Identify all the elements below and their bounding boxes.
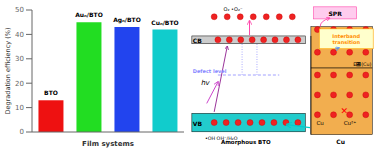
svg-text:CB: CB xyxy=(193,36,202,43)
svg-text:Cu: Cu xyxy=(317,120,324,126)
svg-text:Cu: Cu xyxy=(336,138,345,145)
svg-text:10: 10 xyxy=(15,104,24,112)
svg-text:Amorphous BTO: Amorphous BTO xyxy=(221,139,271,146)
svg-text:0: 0 xyxy=(20,128,24,136)
svg-text:Interbandtransition: Interbandtransition xyxy=(332,33,360,45)
svg-text:•OH OH⁻/H₂O: •OH OH⁻/H₂O xyxy=(204,135,238,141)
svg-text:Agₙ/BTO: Agₙ/BTO xyxy=(113,16,141,24)
svg-text:✕: ✕ xyxy=(341,106,349,116)
svg-text:30: 30 xyxy=(15,55,24,63)
svg-text:Degradation efficiency (%): Degradation efficiency (%) xyxy=(8,28,12,115)
svg-text:Auₙ/BTO: Auₙ/BTO xyxy=(75,11,103,18)
svg-text:50: 50 xyxy=(15,6,24,14)
svg-text:hv: hv xyxy=(201,79,210,87)
svg-text:Film systems: Film systems xyxy=(82,140,134,148)
svg-text:Defect level: Defect level xyxy=(193,68,227,74)
svg-text:40: 40 xyxy=(15,31,24,39)
svg-text:Cuₙ/BTO: Cuₙ/BTO xyxy=(151,19,178,26)
svg-text:Cu²⁺: Cu²⁺ xyxy=(344,120,357,126)
svg-text:BTO: BTO xyxy=(44,89,58,96)
svg-text:20: 20 xyxy=(15,80,24,88)
svg-text:O₂ •O₂⁻: O₂ •O₂⁻ xyxy=(223,6,242,12)
svg-text:VB: VB xyxy=(193,119,203,126)
svg-text:SPR: SPR xyxy=(328,9,342,16)
svg-text:E₟(Cu): E₟(Cu) xyxy=(353,62,370,67)
